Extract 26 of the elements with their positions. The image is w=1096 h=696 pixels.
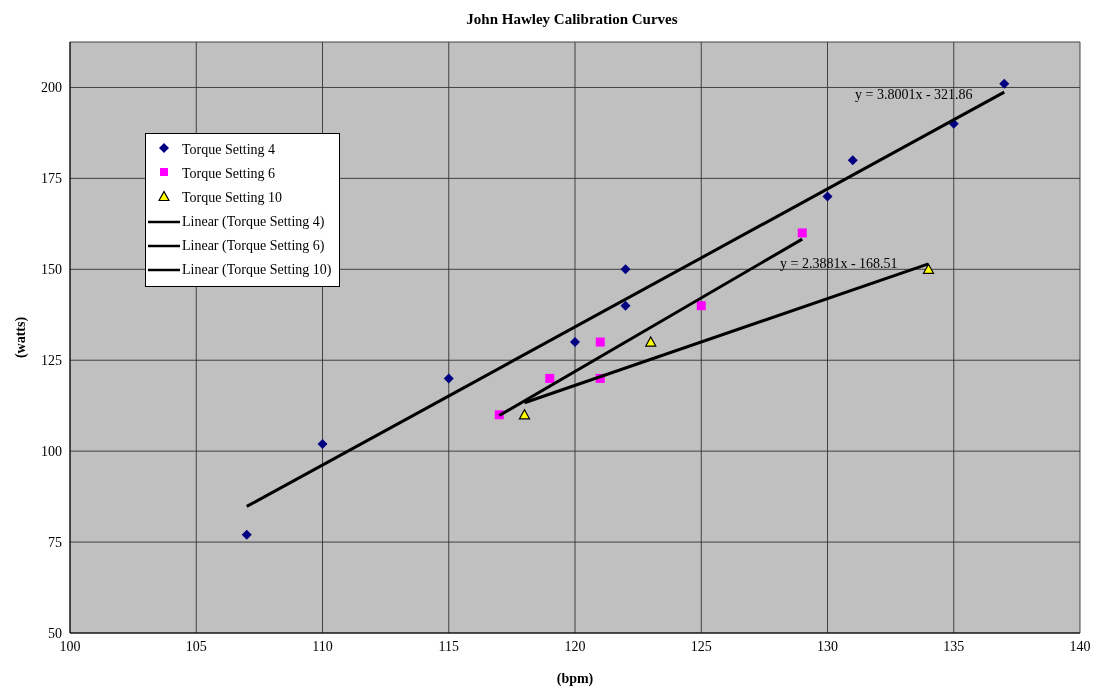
legend-label: Torque Setting 6 <box>182 166 276 182</box>
legend-label: Linear (Torque Setting 6) <box>182 238 325 254</box>
x-tick-label: 130 <box>817 638 838 654</box>
y-tick-label: 125 <box>41 353 62 369</box>
x-tick-label: 105 <box>185 638 207 654</box>
y-tick-label: 100 <box>41 444 62 460</box>
chart-title: John Hawley Calibration Curves <box>465 10 679 29</box>
x-tick-label: 135 <box>943 638 965 654</box>
legend-label: Linear (Torque Setting 4) <box>182 214 325 230</box>
annotation: y = 3.8001x - 321.86 <box>855 87 973 103</box>
y-tick-label: 175 <box>41 171 62 187</box>
x-tick-label: 110 <box>312 638 333 654</box>
y-tick-label: 75 <box>48 535 62 551</box>
x-tick-label: 120 <box>564 638 586 654</box>
y-tick-label: 200 <box>41 80 62 96</box>
legend-label: Linear (Torque Setting 10) <box>182 262 332 278</box>
x-tick-label: 115 <box>438 638 459 654</box>
y-tick-label: 50 <box>48 625 62 641</box>
legend-label: Torque Setting 10 <box>182 190 283 206</box>
legend-label: Torque Setting 4 <box>182 142 276 158</box>
x-axis-title: (bpm) <box>556 671 594 687</box>
y-axis-title: (watts) <box>12 316 29 359</box>
x-tick-label: 140 <box>1069 638 1091 654</box>
x-tick-label: 125 <box>690 638 712 654</box>
y-tick-label: 150 <box>41 262 62 278</box>
x-tick-label: 100 <box>59 638 81 654</box>
